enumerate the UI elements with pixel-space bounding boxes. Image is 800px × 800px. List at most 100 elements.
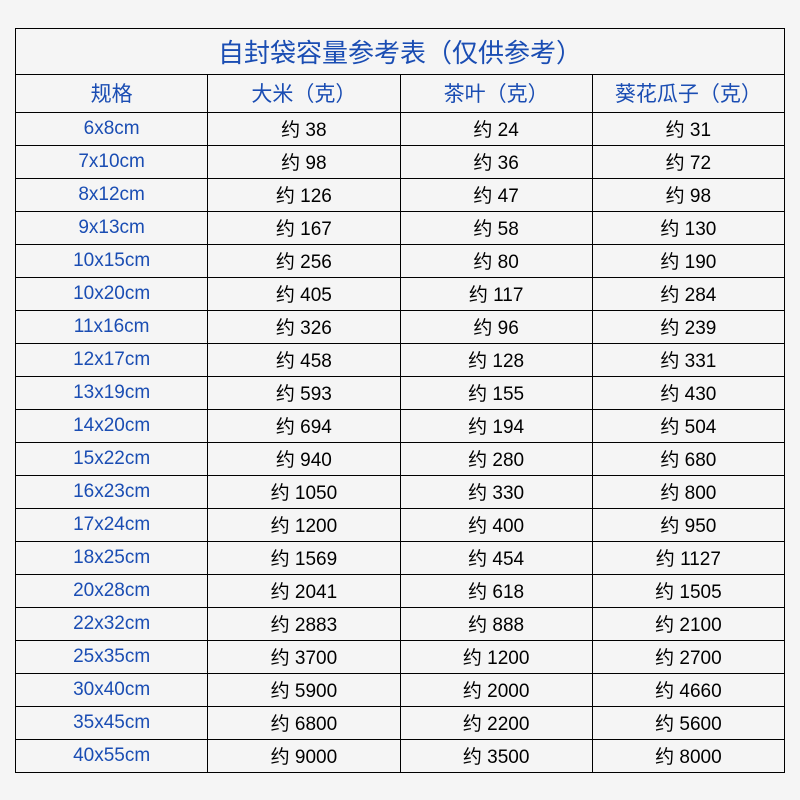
cell-seeds: 约 504 — [592, 409, 784, 442]
table-row: 10x20cm约 405约 117约 284 — [16, 277, 785, 310]
cell-rice: 约 256 — [208, 244, 400, 277]
cell-tea: 约 330 — [400, 475, 592, 508]
cell-tea: 约 117 — [400, 277, 592, 310]
cell-rice: 约 940 — [208, 442, 400, 475]
cell-rice: 约 694 — [208, 409, 400, 442]
cell-spec: 6x8cm — [16, 112, 208, 145]
cell-seeds: 约 430 — [592, 376, 784, 409]
table-container: 自封袋容量参考表（仅供参考） 规格 大米（克） 茶叶（克） 葵花瓜子（克） 6x… — [15, 28, 785, 773]
cell-tea: 约 2200 — [400, 706, 592, 739]
cell-seeds: 约 4660 — [592, 673, 784, 706]
cell-rice: 约 1569 — [208, 541, 400, 574]
cell-tea: 约 128 — [400, 343, 592, 376]
cell-spec: 7x10cm — [16, 145, 208, 178]
table-row: 17x24cm约 1200约 400约 950 — [16, 508, 785, 541]
title-row: 自封袋容量参考表（仅供参考） — [16, 28, 785, 74]
cell-rice: 约 3700 — [208, 640, 400, 673]
capacity-reference-table: 自封袋容量参考表（仅供参考） 规格 大米（克） 茶叶（克） 葵花瓜子（克） 6x… — [15, 28, 785, 773]
cell-tea: 约 888 — [400, 607, 592, 640]
cell-spec: 20x28cm — [16, 574, 208, 607]
cell-tea: 约 80 — [400, 244, 592, 277]
cell-spec: 13x19cm — [16, 376, 208, 409]
cell-tea: 约 194 — [400, 409, 592, 442]
cell-spec: 35x45cm — [16, 706, 208, 739]
cell-seeds: 约 680 — [592, 442, 784, 475]
cell-tea: 约 24 — [400, 112, 592, 145]
cell-spec: 12x17cm — [16, 343, 208, 376]
table-row: 15x22cm约 940约 280约 680 — [16, 442, 785, 475]
cell-spec: 14x20cm — [16, 409, 208, 442]
cell-rice: 约 1200 — [208, 508, 400, 541]
cell-spec: 9x13cm — [16, 211, 208, 244]
cell-rice: 约 458 — [208, 343, 400, 376]
cell-tea: 约 155 — [400, 376, 592, 409]
cell-seeds: 约 284 — [592, 277, 784, 310]
cell-rice: 约 405 — [208, 277, 400, 310]
cell-spec: 15x22cm — [16, 442, 208, 475]
cell-spec: 18x25cm — [16, 541, 208, 574]
cell-rice: 约 167 — [208, 211, 400, 244]
col-header-seeds: 葵花瓜子（克） — [592, 74, 784, 112]
table-row: 22x32cm约 2883约 888约 2100 — [16, 607, 785, 640]
cell-rice: 约 593 — [208, 376, 400, 409]
table-row: 40x55cm约 9000约 3500约 8000 — [16, 739, 785, 772]
col-header-tea: 茶叶（克） — [400, 74, 592, 112]
table-row: 35x45cm约 6800约 2200约 5600 — [16, 706, 785, 739]
cell-seeds: 约 2100 — [592, 607, 784, 640]
cell-seeds: 约 190 — [592, 244, 784, 277]
col-header-spec: 规格 — [16, 74, 208, 112]
table-row: 12x17cm约 458约 128约 331 — [16, 343, 785, 376]
cell-seeds: 约 1505 — [592, 574, 784, 607]
cell-spec: 10x20cm — [16, 277, 208, 310]
cell-spec: 11x16cm — [16, 310, 208, 343]
cell-seeds: 约 8000 — [592, 739, 784, 772]
cell-tea: 约 2000 — [400, 673, 592, 706]
cell-tea: 约 96 — [400, 310, 592, 343]
cell-tea: 约 280 — [400, 442, 592, 475]
cell-spec: 30x40cm — [16, 673, 208, 706]
cell-tea: 约 400 — [400, 508, 592, 541]
cell-seeds: 约 130 — [592, 211, 784, 244]
cell-spec: 22x32cm — [16, 607, 208, 640]
cell-rice: 约 5900 — [208, 673, 400, 706]
cell-rice: 约 2883 — [208, 607, 400, 640]
cell-rice: 约 6800 — [208, 706, 400, 739]
header-row: 规格 大米（克） 茶叶（克） 葵花瓜子（克） — [16, 74, 785, 112]
cell-seeds: 约 800 — [592, 475, 784, 508]
table-row: 14x20cm约 694约 194约 504 — [16, 409, 785, 442]
table-row: 25x35cm约 3700约 1200约 2700 — [16, 640, 785, 673]
cell-seeds: 约 950 — [592, 508, 784, 541]
cell-rice: 约 126 — [208, 178, 400, 211]
table-row: 7x10cm约 98约 36约 72 — [16, 145, 785, 178]
cell-seeds: 约 5600 — [592, 706, 784, 739]
cell-tea: 约 618 — [400, 574, 592, 607]
cell-rice: 约 326 — [208, 310, 400, 343]
cell-seeds: 约 31 — [592, 112, 784, 145]
cell-spec: 25x35cm — [16, 640, 208, 673]
table-row: 20x28cm约 2041约 618约 1505 — [16, 574, 785, 607]
cell-rice: 约 38 — [208, 112, 400, 145]
cell-seeds: 约 98 — [592, 178, 784, 211]
cell-spec: 16x23cm — [16, 475, 208, 508]
cell-tea: 约 36 — [400, 145, 592, 178]
cell-seeds: 约 1127 — [592, 541, 784, 574]
cell-spec: 17x24cm — [16, 508, 208, 541]
cell-tea: 约 454 — [400, 541, 592, 574]
table-row: 30x40cm约 5900约 2000约 4660 — [16, 673, 785, 706]
cell-tea: 约 1200 — [400, 640, 592, 673]
table-title: 自封袋容量参考表（仅供参考） — [16, 28, 785, 74]
table-row: 9x13cm约 167约 58约 130 — [16, 211, 785, 244]
table-body: 6x8cm约 38约 24约 317x10cm约 98约 36约 728x12c… — [16, 112, 785, 772]
cell-rice: 约 98 — [208, 145, 400, 178]
cell-tea: 约 58 — [400, 211, 592, 244]
table-row: 8x12cm约 126约 47约 98 — [16, 178, 785, 211]
cell-tea: 约 47 — [400, 178, 592, 211]
cell-seeds: 约 2700 — [592, 640, 784, 673]
cell-seeds: 约 239 — [592, 310, 784, 343]
cell-tea: 约 3500 — [400, 739, 592, 772]
table-row: 11x16cm约 326约 96约 239 — [16, 310, 785, 343]
table-row: 16x23cm约 1050约 330约 800 — [16, 475, 785, 508]
cell-rice: 约 2041 — [208, 574, 400, 607]
table-row: 10x15cm约 256约 80约 190 — [16, 244, 785, 277]
col-header-rice: 大米（克） — [208, 74, 400, 112]
